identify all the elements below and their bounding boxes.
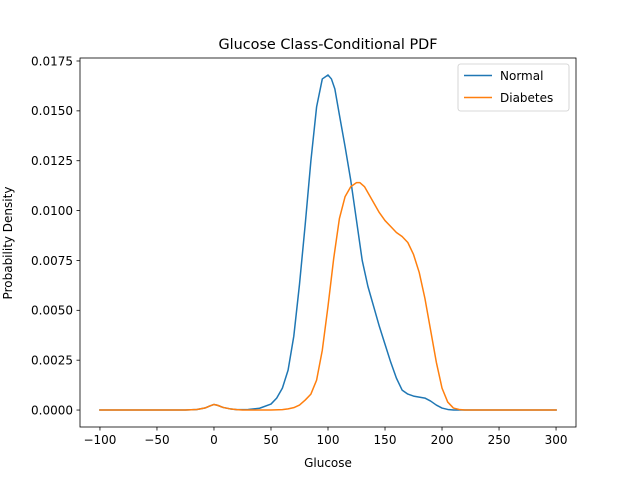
- y-tick-label: 0.0075: [31, 254, 73, 268]
- x-tick-label: 0: [210, 433, 218, 447]
- x-tick-label: 250: [488, 433, 511, 447]
- chart-title: Glucose Class-Conditional PDF: [218, 37, 437, 53]
- y-tick-label: 0.0150: [31, 104, 73, 118]
- x-tick-label: 50: [263, 433, 278, 447]
- series-line-diabetes: [99, 181, 557, 411]
- y-tick-label: 0.0050: [31, 304, 73, 318]
- legend-label-normal: Normal: [500, 69, 543, 83]
- x-axis-label: Glucose: [304, 456, 352, 470]
- y-tick-label: 0.0125: [31, 154, 73, 168]
- plot-area: −100 −50 0 50 100 150 200 250 300 0.0000 0.0025 0.0…: [31, 54, 577, 447]
- x-tick-label: 300: [545, 433, 568, 447]
- x-tick-label: −50: [144, 433, 169, 447]
- x-tick-label: −100: [83, 433, 116, 447]
- legend-label-diabetes: Diabetes: [500, 91, 553, 105]
- y-tick-label: 0.0025: [31, 353, 73, 367]
- x-tick-label: 150: [374, 433, 397, 447]
- y-tick-label: 0.0100: [31, 204, 73, 218]
- y-tick-label: 0.0000: [31, 403, 73, 417]
- x-tick-label: 200: [431, 433, 454, 447]
- y-axis-label: Probability Density: [1, 187, 15, 300]
- y-tick-label: 0.0175: [31, 54, 73, 68]
- x-tick-label: 100: [317, 433, 340, 447]
